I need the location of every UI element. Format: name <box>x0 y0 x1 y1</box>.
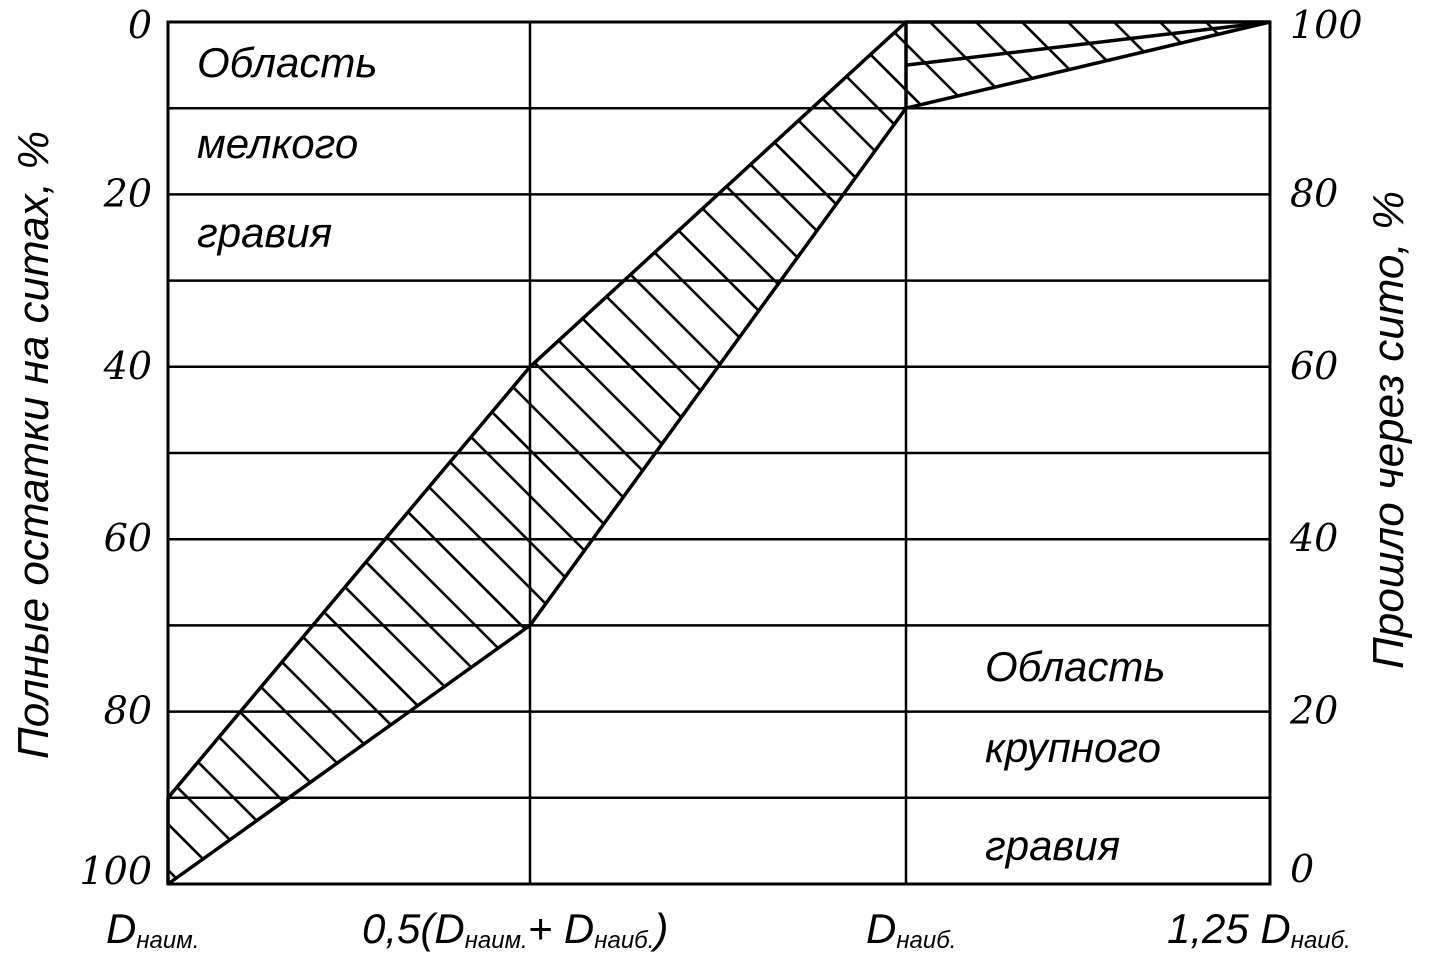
plot-border <box>166 20 1272 886</box>
coarse-gravel-line-3: гравия <box>985 822 1120 869</box>
right-tick-label: 80 <box>1290 171 1338 215</box>
plot-frame <box>166 20 1272 886</box>
hatch-line <box>168 22 989 884</box>
coarse-gravel-annotation: Область крупного гравия <box>985 643 1166 869</box>
hatch-line <box>168 22 805 884</box>
left-axis-title: Полные остатки на ситах, % <box>9 131 58 759</box>
right-axis-ticks: 100 80 60 40 20 0 <box>1289 3 1363 891</box>
right-tick-label: 100 <box>1290 3 1363 47</box>
hatch-line <box>168 22 759 884</box>
fine-gravel-line-2: мелкого <box>197 120 358 167</box>
left-tick-label: 80 <box>104 689 152 733</box>
hatch-line <box>493 22 1270 884</box>
hatch-line <box>168 22 943 884</box>
hatch-line <box>168 22 1035 884</box>
x-label-dmid: 0,5(Dнаим.+ Dнаиб.) <box>362 905 668 954</box>
hatch-line <box>1229 22 1270 884</box>
x-label-dmax: Dнаиб. <box>866 905 956 954</box>
fine-gravel-line-3: гравия <box>197 209 332 256</box>
left-axis-ticks: 0 20 40 60 80 100 <box>79 3 152 893</box>
right-tick-label: 20 <box>1289 689 1338 733</box>
inner-boundary-line <box>905 20 1271 67</box>
coarse-gravel-line-1: Область <box>985 643 1166 690</box>
fine-gravel-line-1: Область <box>197 39 378 86</box>
grid-layer <box>168 22 1270 884</box>
hatch-line <box>309 22 1270 884</box>
hatch-line <box>168 22 345 884</box>
left-tick-label: 20 <box>103 171 152 215</box>
left-tick-label: 0 <box>128 3 152 47</box>
right-tick-label: 0 <box>1290 847 1314 891</box>
lower-boundary-line <box>166 20 1271 886</box>
right-axis-title: Прошло через сито, % <box>1364 191 1413 669</box>
fine-gravel-annotation: Область мелкого гравия <box>197 39 378 256</box>
coarse-gravel-line-2: крупного <box>985 724 1161 771</box>
hatch-line <box>815 22 1270 884</box>
hatch-line <box>168 22 897 884</box>
left-tick-label: 40 <box>103 344 152 388</box>
left-tick-label: 100 <box>79 849 152 893</box>
hatch-line <box>168 22 851 884</box>
left-tick-label: 60 <box>104 516 152 560</box>
x-label-d125: 1,25 Dнаиб. <box>1167 905 1351 954</box>
hatch-line <box>401 22 1270 884</box>
hatch-line <box>1276 0 1450 975</box>
hatch-line <box>355 22 1270 884</box>
right-tick-label: 60 <box>1290 344 1338 388</box>
right-tick-label: 40 <box>1289 516 1338 560</box>
hatch-line <box>168 22 391 884</box>
x-label-dmin: Dнаим. <box>106 905 199 954</box>
x-axis-labels: Dнаим. 0,5(Dнаим.+ Dнаиб.) Dнаиб. 1,25 D… <box>106 905 1351 954</box>
hatch-line <box>447 22 1270 884</box>
hatch-line <box>861 22 1270 884</box>
hatch-line <box>1414 0 1450 975</box>
